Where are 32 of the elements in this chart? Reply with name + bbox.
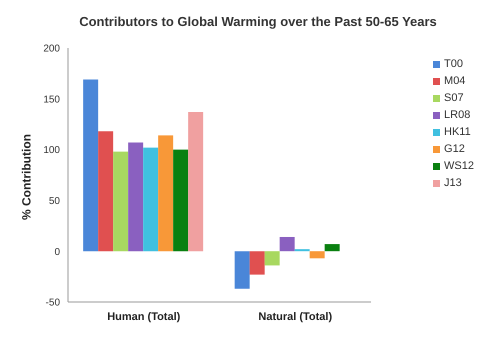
y-tick-label: 200 [43, 44, 60, 55]
bar [280, 236, 295, 252]
legend-label: LR08 [444, 109, 470, 121]
bar [324, 244, 340, 252]
bar [83, 79, 98, 252]
chart-title: Contributors to Global Warming over the Past 50-65 Years [78, 14, 438, 29]
x-tick-label: Human (Total) [107, 311, 181, 323]
bar [143, 148, 158, 252]
y-tick-label: -50 [46, 298, 60, 309]
bar [188, 112, 204, 252]
bar [128, 142, 144, 252]
legend-label: WS12 [444, 160, 474, 172]
legend-label: S07 [444, 92, 464, 104]
bar [234, 251, 250, 289]
bar [158, 135, 174, 252]
bar [113, 152, 128, 252]
legend-label: G12 [444, 143, 465, 155]
bar [250, 251, 265, 275]
y-tick-label: 50 [48, 196, 60, 207]
legend-label: J13 [444, 177, 462, 189]
bar [173, 150, 188, 252]
y-axis-title: % Contribution [19, 134, 34, 220]
legend-label: HK11 [444, 126, 471, 138]
bar [264, 251, 280, 266]
y-tick-label: 0 [54, 246, 60, 258]
y-tick-label: 100 [43, 145, 60, 156]
y-tick-label: 150 [43, 94, 60, 106]
x-tick-label: Natural (Total) [258, 311, 332, 323]
legend-label: T00 [444, 58, 463, 70]
bar [310, 251, 325, 258]
legend-label: M04 [444, 75, 466, 87]
bar [98, 131, 114, 252]
